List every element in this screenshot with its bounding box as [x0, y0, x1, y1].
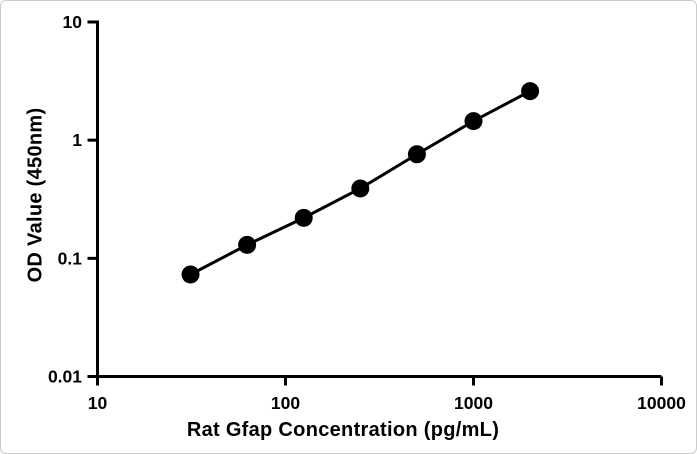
x-axis-label: Rat Gfap Concentration (pg/mL) [186, 419, 500, 441]
x-tick-label: 10000 [637, 393, 686, 413]
data-point [294, 208, 313, 227]
data-point [238, 235, 257, 254]
y-tick-label: 0.01 [48, 367, 82, 387]
data-point [464, 112, 483, 131]
data-point [521, 82, 540, 101]
x-tick-label: 10 [88, 393, 108, 413]
x-tick-label: 100 [271, 393, 300, 413]
data-point [351, 179, 370, 198]
x-tick-label: 1000 [454, 393, 493, 413]
y-tick-label: 10 [63, 12, 83, 32]
y-tick-label: 0.1 [58, 248, 83, 268]
data-point [181, 265, 200, 284]
y-tick-label: 1 [72, 130, 82, 150]
data-point [407, 145, 426, 164]
y-axis-label: OD Value (450nm) [24, 107, 47, 283]
